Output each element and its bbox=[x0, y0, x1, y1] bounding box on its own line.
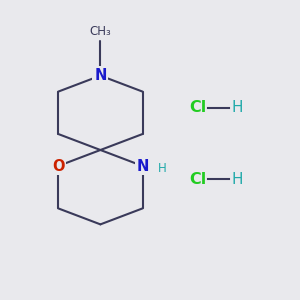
Text: Cl: Cl bbox=[190, 100, 207, 115]
Text: CH₃: CH₃ bbox=[89, 25, 111, 38]
Text: N: N bbox=[136, 158, 149, 173]
Text: H: H bbox=[232, 100, 243, 115]
Text: Cl: Cl bbox=[190, 172, 207, 187]
Text: H: H bbox=[232, 172, 243, 187]
Text: O: O bbox=[52, 158, 64, 173]
Text: H: H bbox=[158, 162, 167, 175]
Text: N: N bbox=[94, 68, 106, 83]
